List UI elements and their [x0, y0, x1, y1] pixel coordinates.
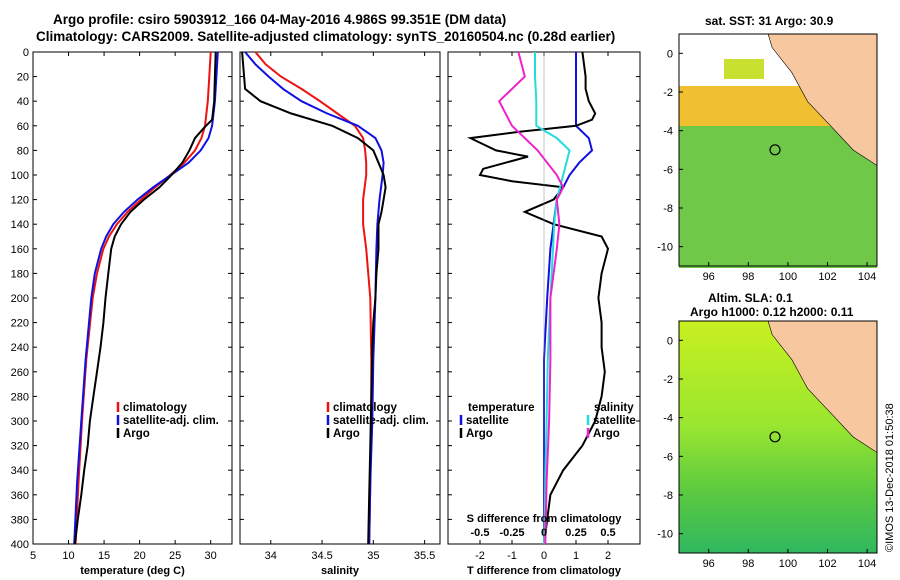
top-x-tick-label: -0.5: [471, 527, 490, 539]
y-tick-label: 60: [17, 121, 29, 133]
legend-label: climatology: [123, 402, 188, 414]
x-tick-label: 34: [265, 550, 277, 562]
title-line-1: Argo profile: csiro 5903912_166 04-May-2…: [53, 12, 507, 27]
y-tick-label: 260: [11, 367, 29, 379]
x-tick-label: 0: [541, 550, 547, 562]
x-tick-label: 35.5: [414, 550, 435, 562]
sla-map-title-1: Altim. SLA: 0.1: [708, 291, 793, 305]
x-tick-label: 5: [30, 550, 36, 562]
sla-map-title-2: Argo h1000: 0.12 h2000: 0.11: [690, 305, 854, 319]
x-tick-label: 2: [605, 550, 611, 562]
y-tick-label: 160: [11, 244, 29, 256]
y-tick-label: 400: [11, 539, 29, 551]
x-tick-label: 10: [62, 550, 74, 562]
legend-label: satellite: [466, 415, 509, 427]
y-tick-label: 360: [11, 490, 29, 502]
y-tick-label: 0: [23, 47, 29, 59]
legend-label: climatology: [333, 402, 398, 414]
y-tick-label: 200: [11, 293, 29, 305]
legend-label: Argo: [593, 428, 620, 440]
x-axis-label: temperature (deg C): [80, 565, 185, 577]
legend-label: satellite: [593, 415, 636, 427]
series-salinity-argo: [497, 51, 565, 545]
series-satellite-adj-clim-: [73, 51, 219, 545]
y-tick-label: 80: [17, 145, 29, 157]
y-tick-label: 40: [17, 96, 29, 108]
legend-title-right: salinity: [594, 402, 634, 414]
x-tick-label: 1: [573, 550, 579, 562]
x-axis-label: T difference from climatology: [467, 565, 622, 577]
y-tick-label: 340: [11, 465, 29, 477]
x-tick-label: 35: [367, 550, 379, 562]
x-tick-label: -1: [507, 550, 517, 562]
top-x-tick-label: -0.25: [499, 527, 524, 539]
legend-label: Argo: [333, 428, 360, 440]
temperature-plot-area: [32, 51, 233, 545]
x-tick-label: 34.5: [311, 550, 332, 562]
y-tick-label: 20: [17, 72, 29, 84]
y-tick-label: 320: [11, 441, 29, 453]
y-tick-label: 300: [11, 416, 29, 428]
salinity-plot-area: [239, 51, 441, 545]
legend-label: Argo: [466, 428, 493, 440]
series-temperature-argo: [466, 51, 610, 545]
y-tick-label: 220: [11, 318, 29, 330]
top-x-tick-label: 0.25: [565, 527, 586, 539]
title-line-2: Climatology: CARS2009. Satellite-adjuste…: [36, 29, 616, 44]
imos-timestamp: ©IMOS 13-Dec-2018 01:50:38: [884, 403, 896, 552]
legend-title-left: temperature: [468, 402, 534, 414]
x-tick-label: 30: [205, 550, 217, 562]
top-x-tick-label: 0.5: [600, 527, 615, 539]
legend-label: satellite-adj. clim.: [333, 415, 429, 427]
x-axis-label: salinity: [321, 565, 360, 577]
x-tick-label: 20: [133, 550, 145, 562]
y-tick-label: 280: [11, 391, 29, 403]
x-tick-label: 15: [98, 550, 110, 562]
y-tick-label: 120: [11, 195, 29, 207]
y-tick-label: 240: [11, 342, 29, 354]
legend-label: Argo: [123, 428, 150, 440]
top-x-axis-label: S difference from climatology: [467, 513, 623, 525]
y-tick-label: 380: [11, 514, 29, 526]
series-satellite-adj-clim-: [244, 51, 385, 545]
y-tick-label: 140: [11, 219, 29, 231]
x-tick-label: -2: [475, 550, 485, 562]
series-argo: [73, 51, 217, 545]
legend-label: satellite-adj. clim.: [123, 415, 219, 427]
x-tick-label: 25: [169, 550, 181, 562]
sst-map-title: sat. SST: 31 Argo: 30.9: [705, 14, 834, 28]
series-argo: [241, 51, 387, 545]
y-tick-label: 180: [11, 268, 29, 280]
y-tick-label: 100: [11, 170, 29, 182]
